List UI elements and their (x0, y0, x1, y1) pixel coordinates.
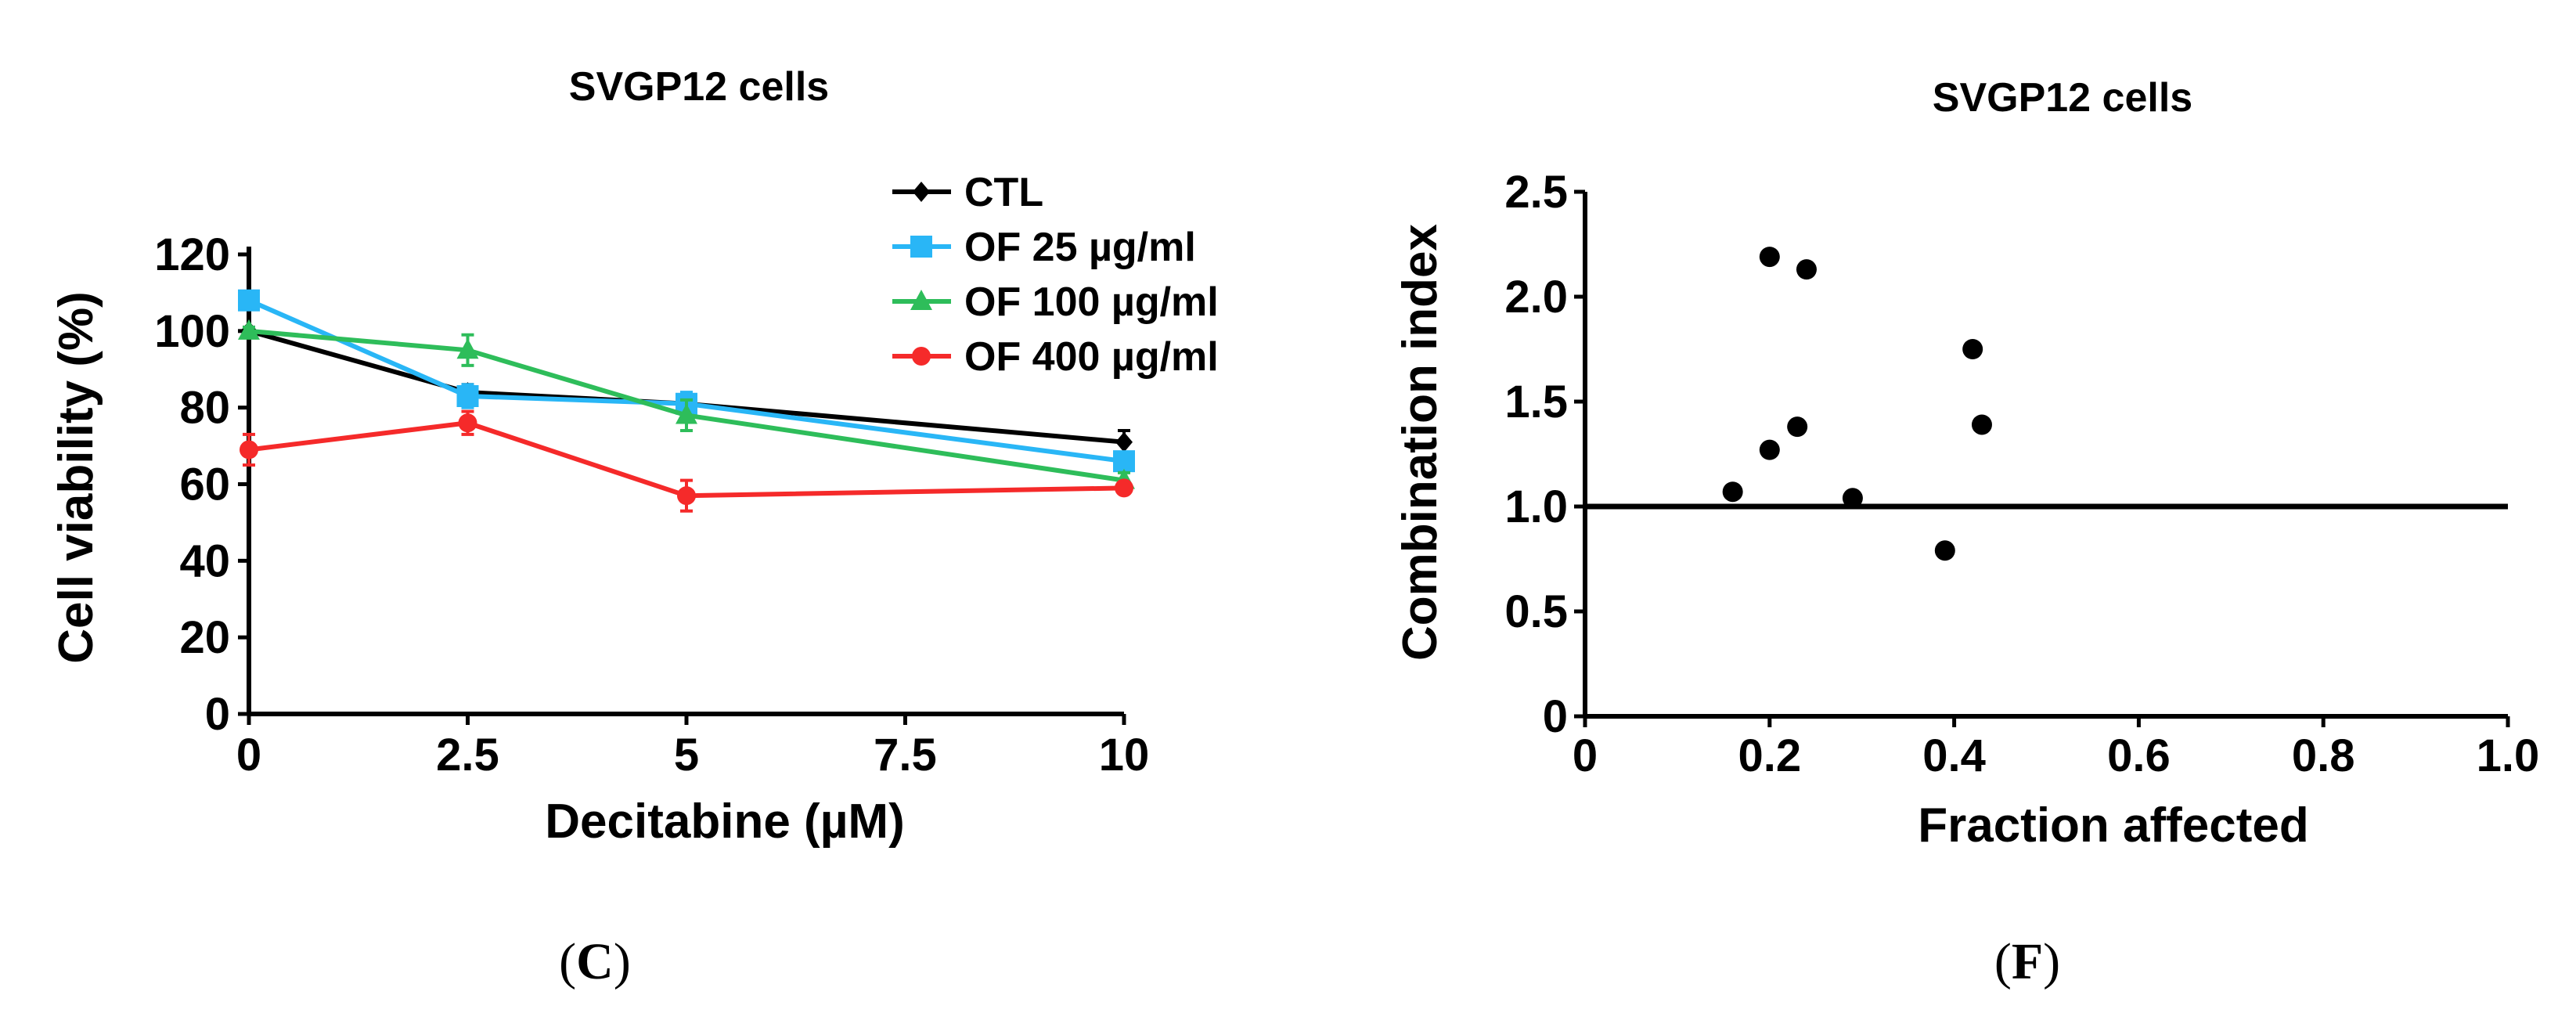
data-point (1842, 488, 1863, 509)
legend-marker (913, 182, 930, 202)
combination-index-chart: SVGP12 cells 00.51.01.52.02.50 0.2 0.4 0.6 0… (1393, 75, 2539, 990)
y-tick-label: 2.5 (1504, 167, 1568, 218)
legend-label: CTL (964, 170, 1043, 215)
panel-label: (F) (1994, 933, 2060, 990)
series-line (248, 328, 1125, 483)
y-tick-label: 20 (179, 612, 230, 663)
data-point (677, 486, 696, 506)
data-point (1115, 431, 1133, 452)
legend-marker (912, 347, 931, 366)
data-point (1971, 414, 1992, 435)
panel-label-open: ( (559, 933, 576, 990)
x-axis-label: Decitabine (µM) (545, 795, 904, 849)
x-tick-label: 0 (1573, 730, 1598, 781)
y-tick-label: 0.5 (1504, 586, 1568, 637)
x-tick-label: 0.6 (2107, 730, 2171, 781)
legend-label: OF 400 µg/ml (964, 334, 1219, 380)
chart-legend: CTL OF 25 µg/ml OF 100 µg/ml OF 400 µg/ml (892, 170, 1219, 380)
y-tick-label: 1.5 (1504, 377, 1568, 427)
data-point (1787, 416, 1808, 438)
series-line (247, 297, 1125, 464)
legend-item: OF 100 µg/ml (892, 279, 1219, 325)
viability-chart: SVGP12 cells 0 20 40 60 80 100 120 0 2.5 5 7.5 10 C… (49, 64, 1219, 990)
data-point (1934, 540, 1955, 561)
legend-label: OF 100 µg/ml (964, 279, 1219, 325)
panel-label-letter: C (576, 933, 614, 990)
data-point (676, 403, 697, 424)
chart-series (238, 289, 1135, 513)
panel-label-letter: F (2012, 933, 2043, 990)
chart-points (1722, 247, 1992, 561)
y-tick-label: 0 (1543, 691, 1568, 742)
data-point (456, 338, 479, 359)
x-tick-label: 1.0 (2477, 730, 2540, 781)
panel-label: (C) (559, 933, 631, 990)
series-line (248, 420, 1125, 499)
series-of-25-µg/ml (238, 289, 1135, 473)
data-point (238, 319, 260, 340)
data-point (1962, 339, 1983, 359)
x-tick-label: 0.2 (1738, 730, 1801, 781)
legend-item: OF 400 µg/ml (892, 334, 1219, 380)
x-tick-label: 0.4 (1922, 730, 1986, 781)
y-tick-label: 60 (179, 460, 230, 510)
data-point (1722, 481, 1743, 503)
x-tick-label: 0.8 (2292, 730, 2355, 781)
y-axis-label: Cell viability (%) (49, 291, 103, 663)
data-point (1115, 478, 1133, 498)
data-point (1759, 439, 1780, 460)
data-point (1113, 450, 1135, 473)
data-point (456, 384, 479, 407)
y-tick-label: 100 (154, 306, 230, 357)
x-tick-label: 5 (674, 730, 699, 780)
y-axis-label: Combination index (1393, 223, 1447, 661)
y-tick-label: 0 (205, 689, 230, 740)
data-point (240, 440, 258, 460)
data-point (1759, 247, 1780, 268)
legend-item: OF 25 µg/ml (892, 225, 1196, 270)
chart-title: SVGP12 cells (1933, 75, 2192, 121)
x-tick-label: 0 (236, 730, 261, 780)
y-tick-label: 2.0 (1504, 272, 1568, 323)
legend-item: CTL (892, 170, 1043, 215)
y-tick-label: 1.0 (1504, 481, 1568, 532)
panel-label-close: ) (2043, 933, 2060, 990)
x-tick-label: 2.5 (436, 730, 499, 780)
legend-marker (910, 290, 932, 310)
chart-title: SVGP12 cells (569, 64, 829, 110)
x-tick-label: 7.5 (874, 730, 937, 780)
x-axis-label: Fraction affected (1918, 799, 2309, 853)
series-of-400-µg/ml (240, 409, 1133, 513)
data-point (458, 413, 477, 433)
y-tick-label: 40 (179, 535, 230, 586)
data-point (1796, 259, 1817, 280)
panel-label-open: ( (1994, 933, 2012, 990)
y-tick-label: 80 (179, 383, 230, 434)
legend-label: OF 25 µg/ml (964, 225, 1196, 270)
y-tick-label: 120 (154, 229, 230, 280)
panel-label-close: ) (614, 933, 631, 990)
x-tick-label: 10 (1099, 730, 1150, 780)
data-point (238, 289, 260, 312)
chart-axes: 0 0.5 1.0 1.5 2.0 2.5 0 0.2 0.4 0.6 0.8 1.0 (1504, 167, 2539, 781)
legend-marker (910, 236, 932, 258)
